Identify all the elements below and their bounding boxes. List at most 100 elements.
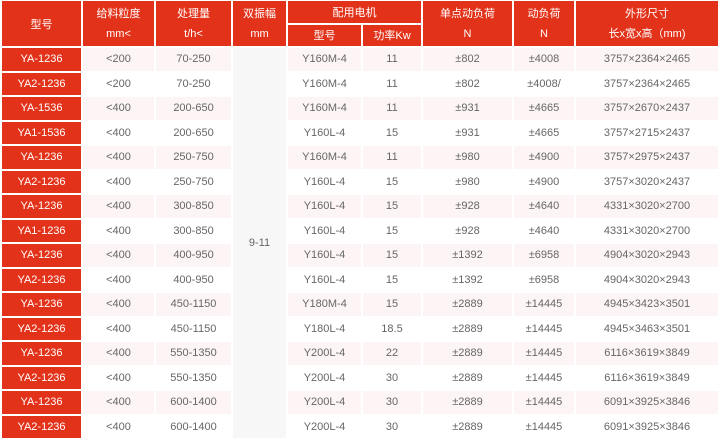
cell-motor-power: 15 [363, 121, 421, 144]
cell-feed-size: <400 [83, 317, 154, 340]
cell-motor-power: 11 [363, 48, 421, 71]
header-model: 型号 [2, 1, 81, 46]
table-row: YA2-1236 <400 450-1150 Y180L-4 18.5 ±2889 ±144… [2, 317, 718, 340]
header-dynamic-load: 动负荷 N [514, 1, 574, 46]
cell-point-load: ±980 [423, 170, 512, 193]
cell-dimensions: 3757×2364×2465 [576, 72, 718, 95]
cell-model: YA2-1236 [2, 170, 81, 193]
cell-model: YA-1236 [2, 146, 81, 169]
cell-model: YA2-1236 [2, 317, 81, 340]
header-amplitude-label: 双振幅 [243, 7, 276, 20]
cell-point-load: ±2889 [423, 293, 512, 316]
table-row: YA-1236 <400 600-1400 Y200L-4 30 ±2889 ±14445 6… [2, 391, 718, 414]
cell-feed-size: <400 [83, 195, 154, 218]
cell-motor-model: Y160M-4 [288, 72, 361, 95]
header-feed-size-label: 给料粒度 [96, 7, 141, 20]
cell-point-load: ±928 [423, 219, 512, 242]
cell-model: YA-1236 [2, 342, 81, 365]
cell-dynamic-load: ±14445 [514, 317, 574, 340]
cell-motor-model: Y160L-4 [288, 268, 361, 291]
cell-motor-power: 30 [363, 366, 421, 389]
header-point-load: 单点动负荷 N [423, 1, 512, 46]
cell-capacity: 550-1350 [156, 366, 231, 389]
header-motor-power: 功率Kw [363, 24, 421, 46]
table-body: YA-1236 <200 70-250 9-11 Y160M-4 11 ±802 ±4008 3… [2, 48, 718, 438]
cell-point-load: ±802 [423, 72, 512, 95]
table-row: YA-1236 <400 300-850 Y160L-4 15 ±928 ±4640 4331… [2, 195, 718, 218]
cell-dimensions: 3757×3020×2437 [576, 170, 718, 193]
cell-point-load: ±1392 [423, 244, 512, 267]
table-row: YA2-1236 <400 250-750 Y160L-4 15 ±980 ±4900 375… [2, 170, 718, 193]
header-model-label: 型号 [30, 18, 53, 31]
cell-dimensions: 4945×3423×3501 [576, 293, 718, 316]
cell-motor-model: Y160M-4 [288, 97, 361, 120]
cell-point-load: ±2889 [423, 366, 512, 389]
cell-motor-model: Y200L-4 [288, 415, 361, 438]
cell-capacity: 300-850 [156, 219, 231, 242]
cell-dynamic-load: ±6958 [514, 268, 574, 291]
cell-point-load: ±928 [423, 195, 512, 218]
cell-model: YA2-1236 [2, 366, 81, 389]
header-point-load-unit: N [463, 27, 472, 40]
cell-capacity: 550-1350 [156, 342, 231, 365]
cell-model: YA1-1236 [2, 219, 81, 242]
header-amplitude: 双振幅 mm [233, 1, 286, 46]
cell-dynamic-load: ±14445 [514, 366, 574, 389]
header-capacity-label: 处理量 [177, 7, 210, 20]
cell-model: YA2-1236 [2, 72, 81, 95]
cell-dynamic-load: ±4900 [514, 146, 574, 169]
cell-motor-model: Y200L-4 [288, 342, 361, 365]
cell-motor-model: Y180L-4 [288, 317, 361, 340]
cell-dimensions: 3757×2715×2437 [576, 121, 718, 144]
cell-motor-power: 15 [363, 170, 421, 193]
cell-feed-size: <400 [83, 97, 154, 120]
cell-capacity: 70-250 [156, 48, 231, 71]
cell-capacity: 250-750 [156, 170, 231, 193]
cell-motor-power: 15 [363, 244, 421, 267]
cell-feed-size: <400 [83, 121, 154, 144]
cell-capacity: 600-1400 [156, 415, 231, 438]
cell-dimensions: 6116×3619×3849 [576, 366, 718, 389]
cell-dimensions: 3757×2670×2437 [576, 97, 718, 120]
header-dimensions-label: 外形尺寸 [625, 7, 669, 20]
cell-model: YA-1236 [2, 48, 81, 71]
cell-dynamic-load: ±4665 [514, 121, 574, 144]
cell-motor-model: Y160L-4 [288, 219, 361, 242]
table-row: YA1-1536 <400 200-650 Y160L-4 15 ±931 ±4665 375… [2, 121, 718, 144]
cell-motor-power: 11 [363, 146, 421, 169]
cell-motor-model: Y160M-4 [288, 146, 361, 169]
cell-motor-power: 11 [363, 72, 421, 95]
cell-feed-size: <400 [83, 391, 154, 414]
cell-point-load: ±931 [423, 97, 512, 120]
cell-dimensions: 6091×3925×3846 [576, 391, 718, 414]
cell-point-load: ±2889 [423, 342, 512, 365]
cell-point-load: ±2889 [423, 317, 512, 340]
cell-motor-model: Y200L-4 [288, 366, 361, 389]
cell-model: YA2-1236 [2, 268, 81, 291]
cell-capacity: 300-850 [156, 195, 231, 218]
cell-capacity: 600-1400 [156, 391, 231, 414]
header-motor: 配用电机 [288, 1, 421, 23]
cell-feed-size: <200 [83, 48, 154, 71]
table-row: YA-1236 <400 250-750 Y160M-4 11 ±980 ±4900 3757… [2, 146, 718, 169]
table-row: YA-1236 <400 400-950 Y160L-4 15 ±1392 ±6958 490… [2, 244, 718, 267]
cell-dimensions: 4904×3020×2943 [576, 268, 718, 291]
cell-motor-power: 15 [363, 195, 421, 218]
cell-dimensions: 4945×3463×3501 [576, 317, 718, 340]
cell-point-load: ±931 [423, 121, 512, 144]
cell-motor-power: 15 [363, 268, 421, 291]
header-dynamic-load-unit: N [540, 27, 548, 40]
cell-capacity: 70-250 [156, 72, 231, 95]
cell-capacity: 450-1150 [156, 293, 231, 316]
cell-dimensions: 6091×3925×3846 [576, 415, 718, 438]
cell-point-load: ±2889 [423, 391, 512, 414]
cell-dynamic-load: ±14445 [514, 342, 574, 365]
cell-motor-power: 30 [363, 415, 421, 438]
cell-dynamic-load: ±14445 [514, 391, 574, 414]
cell-feed-size: <400 [83, 170, 154, 193]
cell-capacity: 200-650 [156, 97, 231, 120]
cell-dimensions: 4331×3020×2700 [576, 219, 718, 242]
cell-motor-model: Y180M-4 [288, 293, 361, 316]
cell-dimensions: 3757×2975×2437 [576, 146, 718, 169]
cell-amplitude: 9-11 [233, 48, 286, 438]
